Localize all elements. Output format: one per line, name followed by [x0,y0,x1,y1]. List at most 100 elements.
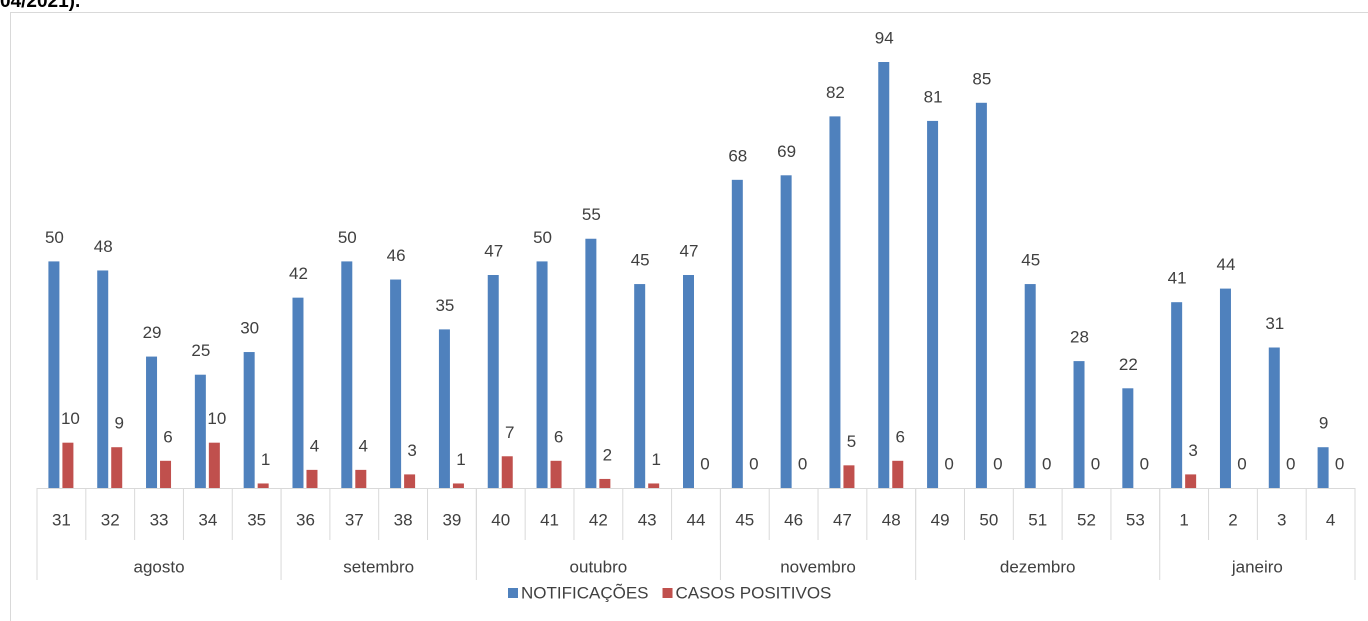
bar [1073,361,1085,488]
bar [892,460,904,488]
x-tick-label: 50 [979,510,998,529]
x-tick-label: 41 [540,510,559,529]
data-label: 10 [61,409,80,428]
data-label: 81 [924,87,943,106]
data-label: 6 [163,427,172,446]
bar [306,469,318,488]
x-tick-label: 39 [442,510,461,529]
data-label: 1 [651,450,660,469]
bar [404,474,416,488]
x-tick-label: 53 [1126,510,1145,529]
data-label: 22 [1119,355,1138,374]
bar [585,238,597,488]
bar [1219,288,1231,488]
data-label: 47 [484,241,503,260]
x-tick-label: 37 [345,510,364,529]
bar [634,284,646,488]
bar [487,275,499,488]
data-label: 0 [1042,454,1051,473]
data-label: 4 [359,436,368,455]
data-label: 6 [896,427,905,446]
bar [683,275,694,488]
data-label: 0 [1140,454,1149,473]
bar [599,478,611,488]
data-label: 68 [728,146,747,165]
data-label: 0 [700,454,709,473]
data-label: 45 [1021,251,1040,270]
data-label: 44 [1217,255,1236,274]
x-tick-label: 33 [150,510,169,529]
bar [550,460,562,488]
x-tick-label: 42 [589,510,608,529]
bar [438,329,450,488]
data-label: 82 [826,83,845,102]
x-tick-label: 38 [394,510,413,529]
data-label: 7 [505,423,514,442]
x-tick-label: 44 [687,510,706,529]
x-tick-label: 49 [931,510,950,529]
data-label: 85 [972,69,991,88]
x-tick-label: 46 [784,510,803,529]
group-label: agosto [134,557,185,576]
data-label: 5 [847,432,856,451]
data-label: 4 [310,436,319,455]
bar [1185,474,1197,488]
group-label: novembro [780,557,856,576]
group-label: dezembro [1000,557,1076,576]
data-label: 9 [114,414,123,433]
data-label: 55 [582,205,601,224]
data-label: 10 [207,409,226,428]
data-label: 41 [1168,269,1187,288]
data-label: 0 [1237,454,1246,473]
data-label: 0 [944,454,953,473]
bar [390,279,402,488]
data-label: 0 [1091,454,1100,473]
x-tick-label: 35 [247,510,266,529]
bar [452,483,464,488]
bar [111,447,123,488]
data-label: 45 [631,251,650,270]
x-tick-label: 47 [833,510,852,529]
data-label: 30 [240,319,259,338]
data-label: 50 [533,228,552,247]
data-label: 6 [554,427,563,446]
x-tick-label: 32 [101,510,120,529]
legend-label: NOTIFICAÇÕES [521,583,649,602]
data-label: 0 [798,454,807,473]
bar [194,374,206,488]
x-tick-label: 4 [1326,510,1335,529]
data-label: 35 [435,296,454,315]
data-label: 3 [407,441,416,460]
bar [1268,347,1280,488]
x-tick-label: 40 [491,510,510,529]
data-label: 50 [45,228,64,247]
bar [146,356,158,488]
data-label: 1 [261,450,270,469]
x-tick-label: 34 [198,510,217,529]
data-label: 29 [143,323,162,342]
bar [243,352,255,488]
x-tick-label: 43 [638,510,657,529]
data-label: 2 [603,445,612,464]
legend-label: CASOS POSITIVOS [676,583,832,602]
bar [731,179,743,489]
group-label: setembro [343,557,414,576]
x-tick-label: 36 [296,510,315,529]
bar [1122,388,1134,488]
x-tick-label: 31 [52,510,71,529]
data-label: 31 [1265,314,1284,333]
bar [208,442,220,488]
x-tick-label: 1 [1179,510,1188,529]
x-tick-label: 2 [1228,510,1237,529]
data-label: 0 [749,454,758,473]
data-label: 28 [1070,328,1089,347]
legend-swatch [508,588,518,598]
bar [257,483,269,488]
data-label: 1 [456,450,465,469]
bar [927,120,939,489]
bar [355,469,367,488]
bar [1317,447,1329,488]
bar [878,62,890,488]
x-tick-label: 48 [882,510,901,529]
data-label: 0 [993,454,1002,473]
